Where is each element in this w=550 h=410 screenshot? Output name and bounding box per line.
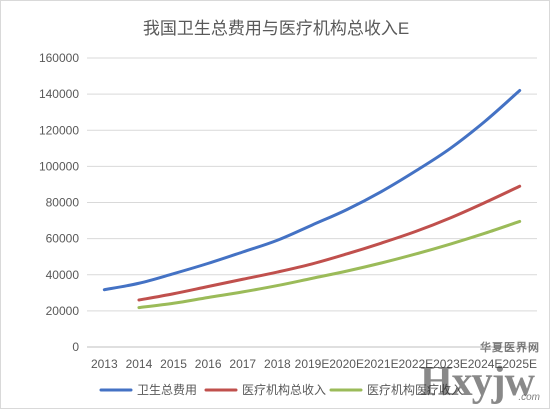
x-tick-label: 2021E (364, 357, 399, 371)
y-tick-label: 40000 (46, 268, 80, 282)
y-tick-label: 140000 (39, 87, 79, 101)
series-line-3 (139, 221, 520, 307)
x-tick-label: 2024E (468, 357, 503, 371)
y-tick-label: 20000 (46, 304, 80, 318)
legend-label: 医疗机构医疗收入 (367, 382, 463, 397)
legend: 卫生总费用 医疗机构总收入 医疗机构医疗收入 (101, 382, 463, 397)
x-tick-label: 2022E (398, 357, 433, 371)
y-tick-label: 160000 (39, 51, 79, 65)
x-tick-label: 2020E (329, 357, 364, 371)
x-tick-label: 2019E (295, 357, 330, 371)
legend-label: 医疗机构总收入 (242, 382, 326, 397)
x-tick-label: 2014 (126, 357, 153, 371)
chart-title: 我国卫生总费用与医疗机构总收入E (143, 19, 409, 38)
y-axis-ticks: 0 20000 40000 60000 80000 100000 120000 140000 1… (39, 51, 79, 354)
legend-label: 卫生总费用 (137, 383, 197, 397)
x-tick-label: 2018 (264, 357, 291, 371)
x-tick-label: 2023E (433, 357, 468, 371)
x-tick-label: 2017 (229, 357, 256, 371)
x-tick-label: 2025E (502, 357, 537, 371)
x-tick-label: 2015 (160, 357, 187, 371)
y-tick-label: 120000 (39, 123, 79, 137)
series-line-2 (139, 186, 520, 300)
y-tick-label: 0 (72, 340, 79, 354)
y-tick-label: 80000 (46, 196, 80, 210)
x-tick-label: 2016 (195, 357, 222, 371)
y-tick-label: 60000 (46, 232, 80, 246)
x-tick-label: 2013 (91, 357, 118, 371)
y-tick-label: 100000 (39, 159, 79, 173)
series-line-1 (104, 91, 519, 290)
gridlines (87, 58, 537, 347)
